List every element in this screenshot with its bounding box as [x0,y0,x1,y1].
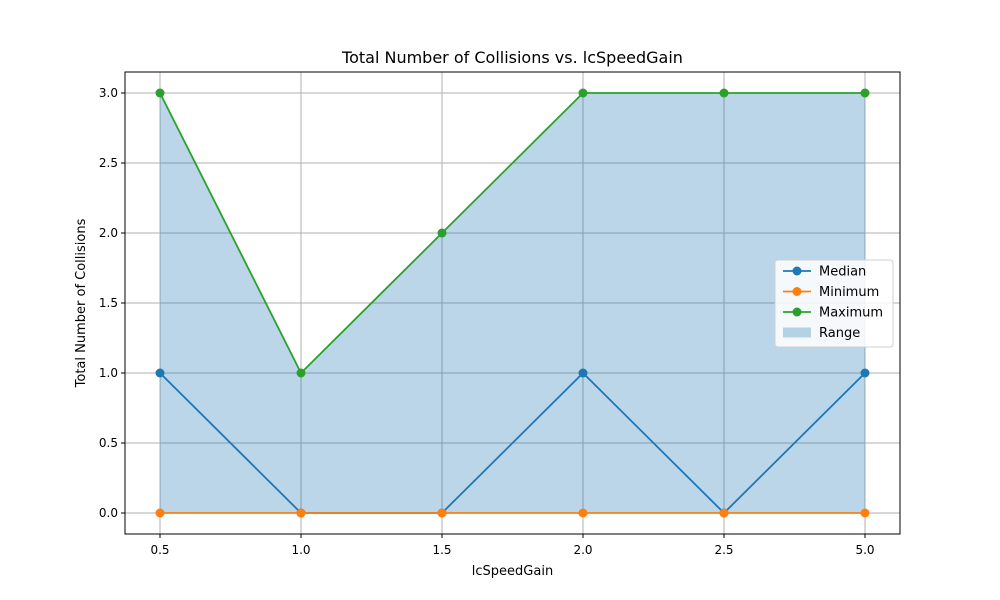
legend-item-median: Median [783,265,866,280]
y-tick-label: 1.0 [99,366,118,380]
range-area [160,93,865,513]
legend-label: Range [819,326,860,341]
series-minimum [155,508,870,518]
x-tick-label: 2.5 [714,543,733,557]
chart-title: Total Number of Collisions vs. lcSpeedGa… [341,48,683,67]
x-tick-label: 1.5 [432,543,451,557]
y-tick-label: 0.5 [99,436,118,450]
data-point [155,508,165,518]
y-tick-label: 1.5 [99,296,118,310]
y-tick-label: 2.5 [99,156,118,170]
legend-marker [792,307,802,317]
data-point [155,88,165,98]
legend: Median Minimum Maximum Range [774,259,894,348]
data-point [860,88,870,98]
x-tick-label: 0.5 [150,543,169,557]
data-point [719,508,729,518]
x-tick-label: 2.0 [573,543,592,557]
legend-marker [792,287,802,296]
data-point [578,368,588,378]
range-fill [160,93,865,513]
y-axis-label: Total Number of Collisions [74,218,89,388]
series-maximum [155,88,870,378]
x-tick-label: 5.0 [855,543,874,557]
y-tick-label: 2.0 [99,226,118,240]
legend-item-minimum: Minimum [783,285,879,300]
legend-swatch [783,327,811,338]
data-point [578,88,588,98]
data-point [296,508,306,518]
x-axis-label: lcSpeedGain [472,564,553,579]
data-point [437,228,447,238]
data-point [860,368,870,378]
series-line [159,92,865,375]
data-point [155,368,165,378]
y-tick-label: 0.0 [99,506,118,520]
data-point [296,368,306,378]
data-point [719,88,729,98]
legend-box [774,259,894,348]
legend-label: Maximum [819,306,883,321]
legend-label: Minimum [819,285,879,300]
y-tick-label: 3.0 [99,86,118,100]
legend-label: Median [819,265,866,280]
data-point [578,508,588,518]
x-tick-label: 1.0 [291,543,310,557]
series-lines [155,88,870,518]
axes: 0.5 1.0 1.5 2.0 2.5 5.0 0.0 0.5 1.0 1.5 2.0 2.5 3.0 [99,71,901,557]
legend-marker [792,266,802,276]
data-point [437,508,447,518]
legend-item-maximum: Maximum [783,306,883,321]
series-line [159,371,866,515]
legend-item-range: Range [783,326,860,341]
data-point [860,508,870,518]
